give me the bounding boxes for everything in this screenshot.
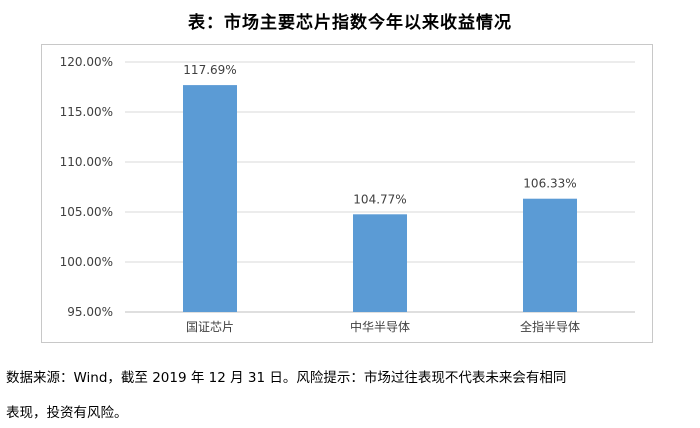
- x-tick-label: 国证芯片: [186, 320, 234, 334]
- data-label: 106.33%: [523, 177, 576, 191]
- data-label: 117.69%: [183, 63, 236, 77]
- risk-note: 表现，投资有风险。: [6, 405, 128, 421]
- y-tick-label: 120.00%: [60, 55, 113, 69]
- x-tick-label: 全指半导体: [520, 319, 580, 334]
- bar: [523, 198, 577, 312]
- x-tick-label: 中华半导体: [350, 319, 410, 334]
- source-note: 数据来源：Wind，截至 2019 年 12 月 31 日。风险提示：市场过往表…: [6, 370, 567, 386]
- y-tick-label: 105.00%: [60, 205, 113, 219]
- bar: [183, 85, 237, 312]
- bar: [353, 214, 407, 312]
- y-tick-label: 95.00%: [67, 305, 113, 319]
- y-tick-label: 100.00%: [60, 255, 113, 269]
- data-label: 104.77%: [353, 192, 406, 206]
- y-tick-label: 115.00%: [60, 105, 113, 119]
- y-tick-label: 110.00%: [60, 155, 113, 169]
- chart-title: 表：市场主要芯片指数今年以来收益情况: [188, 13, 512, 33]
